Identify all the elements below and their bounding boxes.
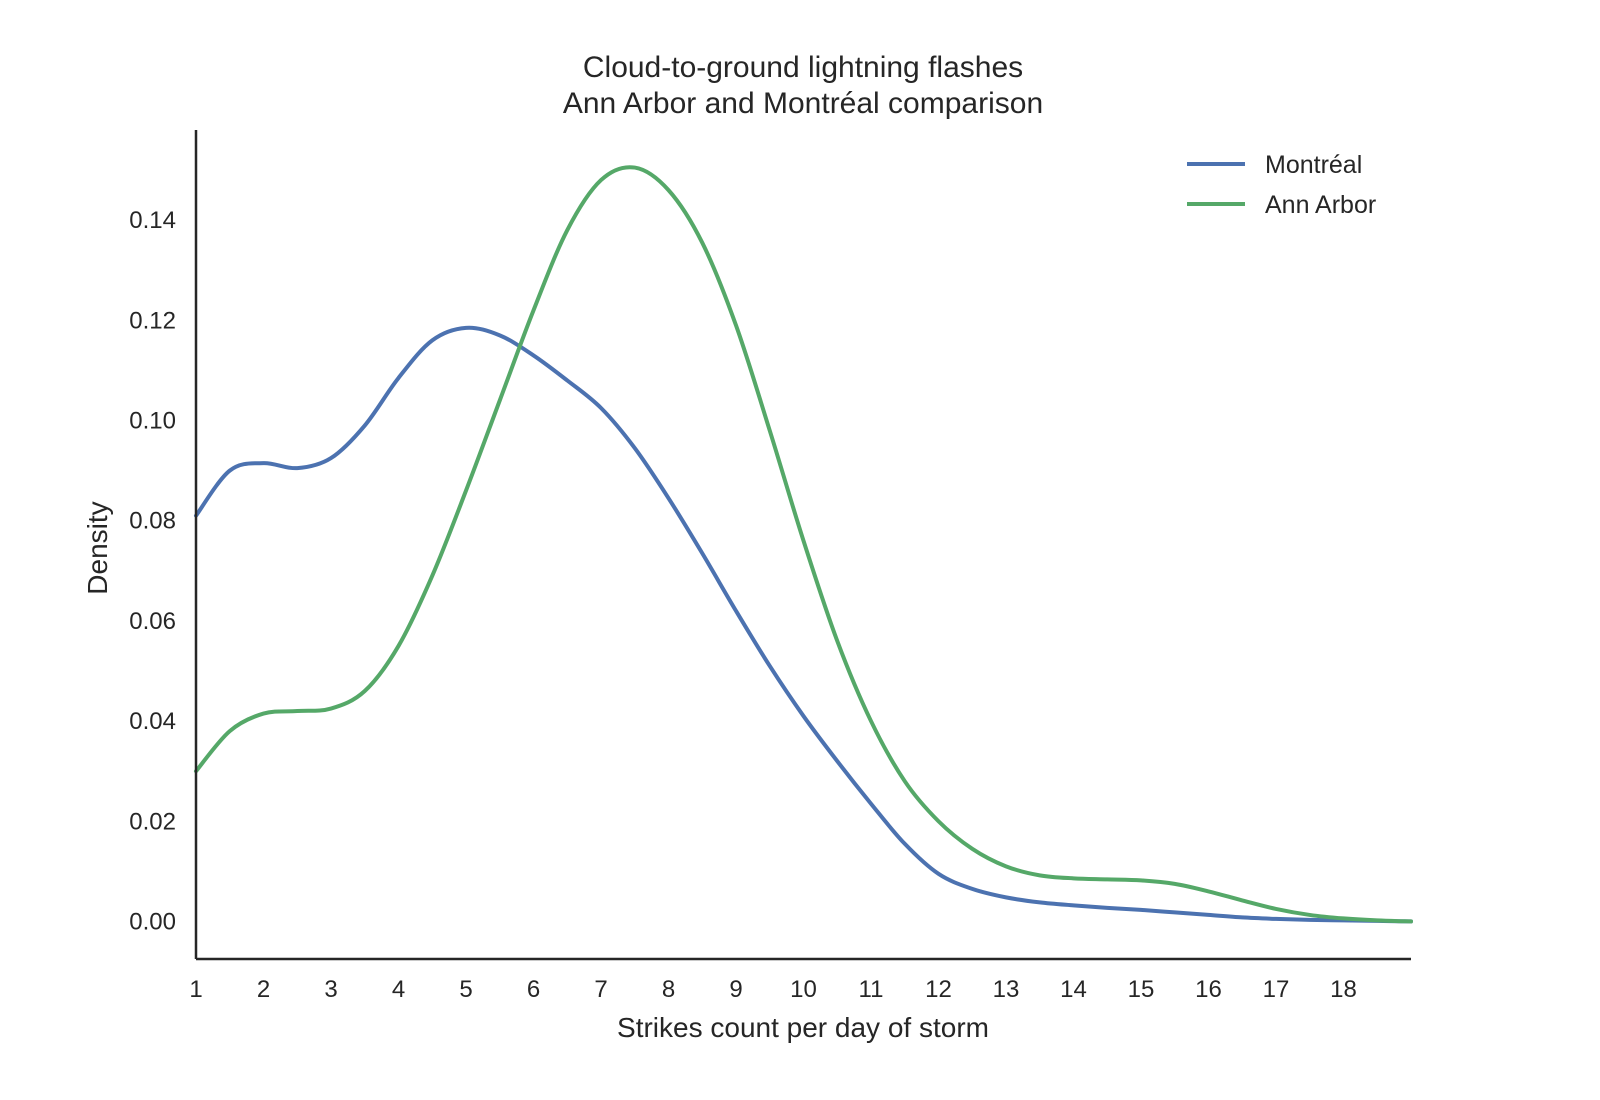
legend-label: Montréal (1265, 151, 1362, 179)
chart-title-line-1: Cloud-to-ground lightning flashes (583, 51, 1023, 84)
chart-title: Cloud-to-ground lightning flashes Ann Ar… (563, 51, 1043, 120)
legend: Montréal Ann Arbor (1187, 151, 1376, 219)
x-tick-label: 3 (324, 976, 337, 1003)
x-tick-label: 6 (527, 976, 540, 1003)
plot-area (194, 165, 1413, 924)
y-tick-label: 0.06 (129, 608, 176, 635)
x-tick-label: 15 (1128, 976, 1155, 1003)
y-tick-label: 0.02 (129, 808, 176, 835)
y-tick-label: 0.10 (129, 408, 176, 435)
legend-label: Ann Arbor (1265, 191, 1376, 219)
x-tick-label: 5 (459, 976, 472, 1003)
x-tick-label: 10 (790, 976, 817, 1003)
x-tick-labels: 1 2 3 4 5 6 7 8 9 10 11 12 13 14 15 16 17 18 (189, 976, 1357, 1003)
chart-title-line-2: Ann Arbor and Montréal comparison (563, 87, 1043, 120)
legend-item: Ann Arbor (1187, 191, 1376, 219)
y-tick-labels: 0.00 0.02 0.04 0.06 0.08 0.10 0.12 0.14 (129, 207, 176, 935)
x-tick-label: 17 (1263, 976, 1290, 1003)
legend-item: Montréal (1187, 151, 1362, 179)
series-line-montreal (194, 325, 1413, 924)
x-tick-label: 2 (257, 976, 270, 1003)
y-tick-label: 0.08 (129, 508, 176, 535)
x-tick-label: 4 (392, 976, 405, 1003)
y-axis-label: Density (82, 501, 113, 594)
x-tick-label: 14 (1060, 976, 1087, 1003)
x-tick-label: 16 (1195, 976, 1222, 1003)
y-tick-label: 0.04 (129, 708, 176, 735)
y-tick-label: 0.00 (129, 908, 176, 935)
x-tick-label: 9 (729, 976, 742, 1003)
x-tick-label: 11 (859, 976, 884, 1003)
series-line-ann-arbor (194, 165, 1413, 924)
x-tick-label: 13 (993, 976, 1020, 1003)
x-tick-label: 7 (594, 976, 607, 1003)
x-axis-label: Strikes count per day of storm (617, 1012, 989, 1043)
y-tick-label: 0.12 (129, 307, 176, 334)
x-tick-label: 1 (189, 976, 202, 1003)
y-tick-label: 0.14 (129, 207, 176, 234)
x-tick-label: 8 (662, 976, 675, 1003)
x-tick-label: 12 (925, 976, 952, 1003)
x-tick-label: 18 (1330, 976, 1357, 1003)
